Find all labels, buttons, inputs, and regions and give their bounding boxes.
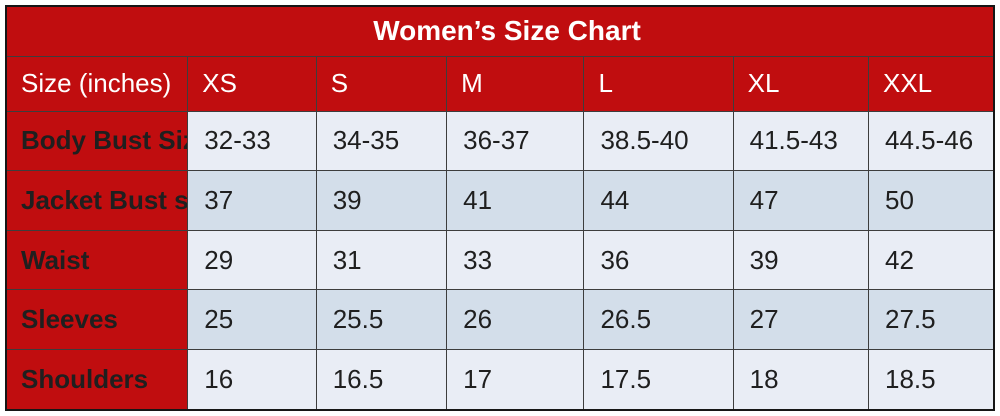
table-cell: 16 [187, 348, 317, 411]
table-cell: 26 [446, 289, 585, 350]
table-cell: 39 [732, 229, 869, 291]
table-cell: 25.5 [315, 289, 448, 350]
col-header-s: S [315, 55, 448, 112]
table-cell: 39 [315, 170, 448, 231]
womens-size-chart-table: Women’s Size Chart Size (inches) XS S M … [5, 5, 995, 411]
table-cell: 31 [315, 229, 448, 291]
table-cell: 25 [187, 289, 317, 350]
row-label-shoulders: Shoulders [5, 348, 189, 411]
col-header-l: L [583, 55, 734, 112]
table-cell: 38.5-40 [583, 110, 734, 172]
col-header-xl: XL [732, 55, 869, 112]
table-cell: 36-37 [446, 110, 585, 172]
row-label-waist: Waist [5, 229, 189, 291]
table-row-body-bust-size: Body Bust Size 32-33 34-35 36-37 38.5-40… [5, 110, 995, 172]
table-cell: 42 [867, 229, 995, 291]
row-label-body-bust-size: Body Bust Size [5, 110, 189, 172]
table-cell: 18 [732, 348, 869, 411]
table-cell: 50 [867, 170, 995, 231]
row-label-sleeves: Sleeves [5, 289, 189, 350]
table-row-sleeves: Sleeves 25 25.5 26 26.5 27 27.5 [5, 289, 995, 350]
col-header-xs: XS [187, 55, 317, 112]
table-cell: 33 [446, 229, 585, 291]
table-cell: 41.5-43 [732, 110, 869, 172]
table-cell: 37 [187, 170, 317, 231]
col-header-m: M [446, 55, 585, 112]
table-cell: 27 [732, 289, 869, 350]
table-row-waist: Waist 29 31 33 36 39 42 [5, 229, 995, 291]
table-cell: 32-33 [187, 110, 317, 172]
table-cell: 17 [446, 348, 585, 411]
table-cell: 18.5 [867, 348, 995, 411]
table-cell: 44 [583, 170, 734, 231]
table-row-jacket-bust-size: Jacket Bust size 37 39 41 44 47 50 [5, 170, 995, 231]
table-cell: 34-35 [315, 110, 448, 172]
table-cell: 17.5 [583, 348, 734, 411]
chart-title: Women’s Size Chart [5, 5, 995, 57]
table-cell: 47 [732, 170, 869, 231]
table-cell: 26.5 [583, 289, 734, 350]
title-row: Women’s Size Chart [5, 5, 995, 57]
table-cell: 36 [583, 229, 734, 291]
table-cell: 16.5 [315, 348, 448, 411]
table-cell: 29 [187, 229, 317, 291]
table-cell: 27.5 [867, 289, 995, 350]
row-label-jacket-bust-size: Jacket Bust size [5, 170, 189, 231]
header-row: Size (inches) XS S M L XL XXL [5, 55, 995, 112]
table-row-shoulders: Shoulders 16 16.5 17 17.5 18 18.5 [5, 348, 995, 411]
col-header-xxl: XXL [867, 55, 995, 112]
col-header-size-inches: Size (inches) [5, 55, 189, 112]
table-cell: 41 [446, 170, 585, 231]
table-cell: 44.5-46 [867, 110, 995, 172]
